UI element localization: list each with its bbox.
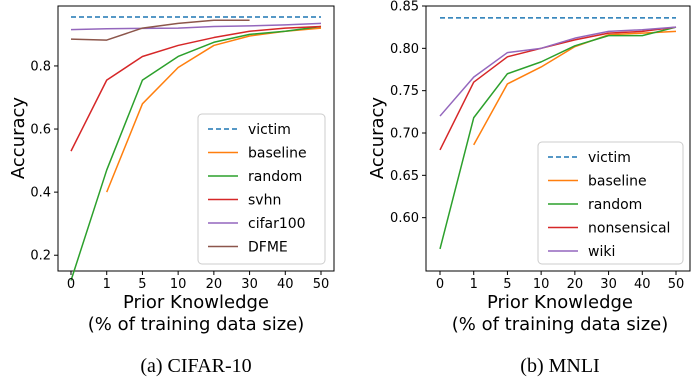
legend-label-nonsensical: nonsensical xyxy=(588,221,670,237)
x-tick-label: 1 xyxy=(470,277,478,292)
x-tick-label: 20 xyxy=(567,277,584,292)
legend-label-wiki: wiki xyxy=(588,244,615,260)
series-line-baseline xyxy=(473,30,677,146)
y-tick-label: 0.85 xyxy=(390,0,419,15)
legend-label-svhn: svhn xyxy=(248,193,281,209)
y-tick-label: 0.75 xyxy=(390,84,419,99)
legend-label-random: random xyxy=(248,169,302,185)
series-line-dfme xyxy=(70,19,250,41)
legend-label-victim: victim xyxy=(248,122,291,138)
y-tick-label: 0.80 xyxy=(390,42,419,57)
series-line-wiki xyxy=(439,26,677,117)
legend-label-baseline: baseline xyxy=(588,174,647,190)
caption: (a) CIFAR-10 xyxy=(140,355,251,377)
x-tick-label: 1 xyxy=(103,277,111,292)
y-axis-label: Accuracy xyxy=(367,97,388,180)
x-tick-label: 10 xyxy=(533,277,550,292)
legend-label-random: random xyxy=(588,197,642,213)
caption: (b) MNLI xyxy=(520,355,599,377)
chart-mnli: 0 1 5 10 20 30 40 50 0.60 0.65 0.70 0.75 0.80 0.85 P… xyxy=(367,0,691,377)
series-line-cifar100 xyxy=(70,22,322,31)
x-tick-label: 10 xyxy=(170,277,187,292)
y-tick-label: 0.8 xyxy=(30,59,51,74)
x-tick-label: 30 xyxy=(600,277,617,292)
legend-label-cifar100: cifar100 xyxy=(248,216,306,232)
series-line-random xyxy=(439,26,677,250)
x-axis-label: Prior Knowledge xyxy=(487,292,633,313)
y-tick-label: 0.70 xyxy=(390,126,419,141)
legend-frame xyxy=(197,113,326,265)
x-tick-label: 5 xyxy=(138,277,146,292)
x-tick-label: 40 xyxy=(634,277,651,292)
series-line-random xyxy=(70,25,322,281)
x-axis-label-units: (% of training data size) xyxy=(88,314,305,335)
x-tick-label: 30 xyxy=(241,277,258,292)
x-tick-label: 40 xyxy=(277,277,294,292)
chart-cifar10: 0 1 5 10 20 30 40 50 0.2 0.4 0.6 0.8 Prior Knowled… xyxy=(8,5,335,377)
x-axis-label: Prior Knowledge xyxy=(123,292,269,313)
y-tick-label: 0.2 xyxy=(30,249,51,264)
x-tick-label: 0 xyxy=(67,277,75,292)
x-tick-label: 5 xyxy=(503,277,511,292)
y-tick-label: 0.6 xyxy=(30,123,51,138)
x-tick-label: 50 xyxy=(668,277,685,292)
legend-label-victim: victim xyxy=(588,150,631,166)
legend-label-baseline: baseline xyxy=(248,146,307,162)
y-tick-label: 0.60 xyxy=(390,211,419,226)
series-line-svhn xyxy=(70,25,322,152)
series-line-nonsensical xyxy=(439,26,677,151)
y-tick-label: 0.4 xyxy=(30,186,51,201)
x-tick-label: 20 xyxy=(206,277,223,292)
legend-frame xyxy=(537,141,684,265)
x-axis-label-units: (% of training data size) xyxy=(452,314,669,335)
legend: victim baseline random nonsensical wiki xyxy=(537,141,684,265)
legend-label-dfme: DFME xyxy=(248,240,288,256)
legend: victim baseline random svhn cifar100 DFME xyxy=(197,113,326,265)
y-tick-label: 0.65 xyxy=(390,169,419,184)
x-tick-label: 50 xyxy=(313,277,330,292)
y-axis-label: Accuracy xyxy=(8,97,29,180)
x-tick-label: 0 xyxy=(436,277,444,292)
